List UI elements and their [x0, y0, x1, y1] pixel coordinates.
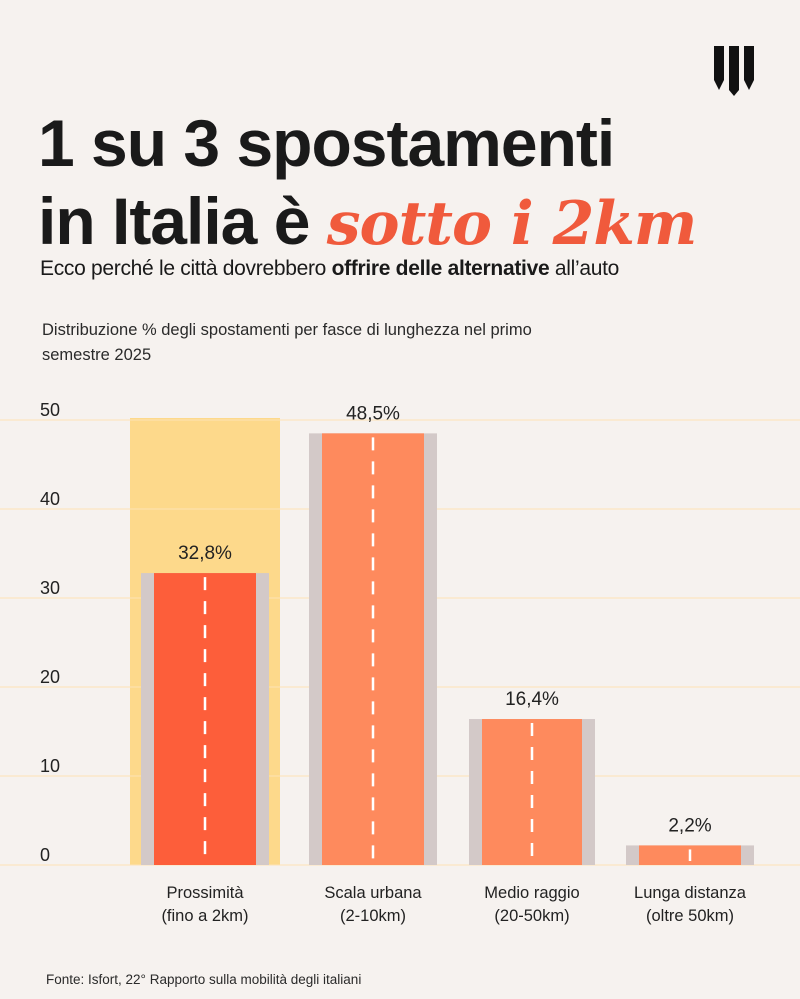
bar: [322, 433, 424, 865]
chart-description: Distribuzione % degli spostamenti per fa…: [42, 321, 532, 364]
title-line-2: in Italia è: [38, 184, 327, 258]
y-tick-label: 20: [40, 667, 60, 687]
value-label: 16,4%: [505, 689, 559, 710]
brand-logo-icon: [714, 46, 754, 96]
category-label: Lunga distanza: [634, 884, 747, 902]
y-tick-label: 0: [40, 845, 50, 865]
category-label: (20-50km): [494, 907, 569, 925]
page-title: 1 su 3 spostamenti in Italia è sotto i 2…: [38, 104, 698, 263]
subtitle: Ecco perché le città dovrebbero offrire …: [40, 256, 619, 282]
bar: [154, 573, 256, 865]
subtitle-prefix: Ecco perché le città dovrebbero: [40, 257, 332, 280]
category-label: (oltre 50km): [646, 907, 734, 925]
value-label: 48,5%: [346, 403, 400, 424]
value-label: 32,8%: [178, 543, 232, 564]
subtitle-suffix: all’auto: [549, 257, 620, 280]
title-line-1: 1 su 3 spostamenti: [38, 106, 615, 180]
y-tick-label: 30: [40, 578, 60, 598]
category-label: Medio raggio: [484, 884, 579, 902]
category-label: Scala urbana: [324, 884, 422, 902]
value-label: 2,2%: [668, 815, 711, 836]
source-note: Fonte: Isfort, 22° Rapporto sulla mobili…: [46, 972, 362, 987]
category-label: (2-10km): [340, 907, 406, 925]
category-label: (fino a 2km): [161, 907, 248, 925]
bar: [482, 719, 582, 865]
y-tick-label: 10: [40, 756, 60, 776]
title-accent: sotto i 2km: [326, 189, 698, 259]
subtitle-bold: offrire delle alternative: [331, 257, 550, 280]
y-tick-label: 40: [40, 489, 60, 509]
bar-chart: 0 10 20 30 40 50 32,8% Prossimità (fino a 2km) 48…: [0, 400, 800, 925]
y-tick-label: 50: [40, 400, 60, 420]
category-label: Prossimità: [166, 884, 244, 902]
